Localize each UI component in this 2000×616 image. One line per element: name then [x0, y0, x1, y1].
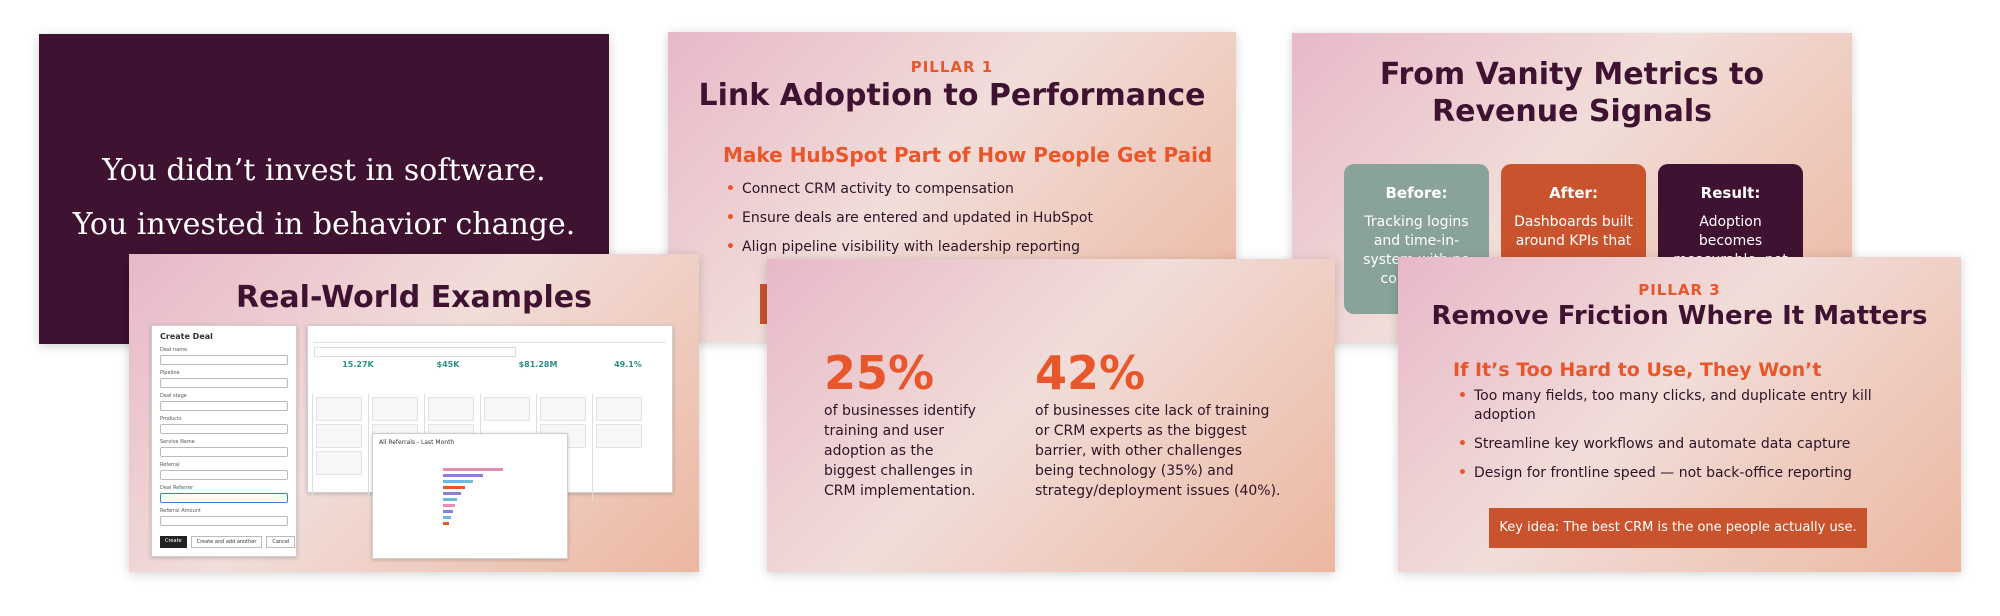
- referrals-chart: All Referrals - Last Month: [372, 433, 568, 559]
- board-column: [480, 394, 533, 502]
- stats-slide: 25% of businesses identify training and …: [767, 259, 1335, 572]
- vanity-title-1: From Vanity Metrics to: [1379, 57, 1765, 92]
- after-text: Dashboards built around KPIs that: [1514, 214, 1633, 249]
- create-deal-form: Create Deal Deal name Pipeline Deal stag…: [151, 325, 297, 557]
- pillar3-bullets: Too many fields, too many clicks, and du…: [1458, 387, 1961, 483]
- stat2-value: 42%: [1035, 346, 1146, 400]
- form-field[interactable]: [160, 470, 288, 480]
- pillar1-title: Link Adoption to Performance: [698, 78, 1206, 113]
- form-field[interactable]: [160, 493, 288, 503]
- pillar1-kicker: PILLAR 1: [910, 58, 994, 76]
- board-column: [312, 394, 365, 502]
- quote-line-1: You didn’t invest in software.: [102, 153, 546, 188]
- cancel-button[interactable]: Cancel: [266, 536, 296, 548]
- create-button[interactable]: Create: [160, 536, 187, 548]
- form-title: Create Deal: [160, 332, 213, 341]
- pipeline-board: 15.27K $45K $81.28M 49.1%: [307, 325, 673, 502]
- stat1-text: of businesses identify training and user…: [824, 403, 976, 499]
- pillar1-subtitle: Make HubSpot Part of How People Get Paid: [723, 143, 1213, 167]
- board-toolbar: [314, 330, 666, 343]
- list-item: Streamline key workflows and automate da…: [1458, 435, 1961, 454]
- list-item: Too many fields, too many clicks, and du…: [1458, 387, 1961, 425]
- pillar3-kicker: PILLAR 3: [1638, 281, 1721, 299]
- create-another-button[interactable]: Create and add another: [190, 536, 263, 548]
- pillar3-slide: PILLAR 3 Remove Friction Where It Matter…: [1398, 257, 1961, 572]
- quote-line-2: You invested in behavior change.: [72, 207, 576, 242]
- kpi-4: 49.1%: [614, 360, 642, 369]
- vanity-title-2: Revenue Signals: [1432, 94, 1712, 129]
- kpi-3: $81.28M: [518, 360, 558, 369]
- result-heading: Result:: [1700, 184, 1761, 202]
- key-idea-box: Key idea: The best CRM is the one people…: [1489, 508, 1867, 548]
- examples-slide: Real-World Examples Create Deal Deal nam…: [129, 254, 699, 572]
- form-field[interactable]: [160, 447, 288, 457]
- list-item: Ensure deals are entered and updated in …: [726, 204, 1236, 233]
- board-search[interactable]: [314, 347, 516, 357]
- form-field[interactable]: [160, 424, 288, 434]
- pillar3-title: Remove Friction Where It Matters: [1431, 301, 1928, 331]
- form-field[interactable]: [160, 401, 288, 411]
- before-heading: Before:: [1385, 184, 1448, 202]
- pillar1-bullets: Connect CRM activity to compensation Ens…: [726, 175, 1236, 262]
- form-field[interactable]: [160, 378, 288, 388]
- list-item: Design for frontline speed — not back-of…: [1458, 464, 1961, 483]
- form-field[interactable]: [160, 516, 288, 526]
- list-item: Align pipeline visibility with leadershi…: [726, 233, 1236, 262]
- chart-title: All Referrals - Last Month: [379, 439, 455, 446]
- examples-title: Real-World Examples: [235, 280, 592, 315]
- kpi-1: 15.27K: [342, 360, 374, 369]
- stat2-text: of businesses cite lack of training or C…: [1035, 403, 1281, 499]
- after-heading: After:: [1549, 184, 1598, 202]
- pillar3-subtitle: If It’s Too Hard to Use, They Won’t: [1453, 359, 1822, 381]
- form-field[interactable]: [160, 355, 288, 365]
- board-column: [592, 394, 645, 502]
- stat1-value: 25%: [824, 346, 935, 400]
- kpi-2: $45K: [436, 360, 460, 369]
- list-item: Connect CRM activity to compensation: [726, 175, 1236, 204]
